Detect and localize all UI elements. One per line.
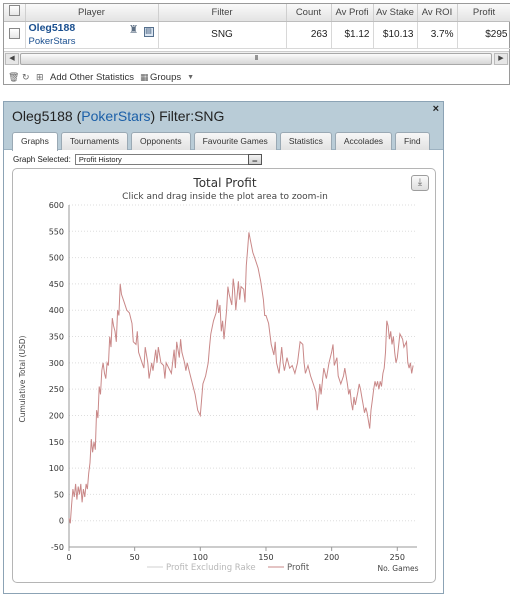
- scroll-thumb[interactable]: III: [20, 53, 492, 65]
- tab-graphs[interactable]: Graphs: [12, 132, 58, 151]
- y-tick-label: 50: [54, 490, 64, 499]
- y-tick-label: 400: [49, 306, 64, 315]
- y-tick-label: 600: [49, 201, 64, 210]
- tab-accolades[interactable]: Accolades: [334, 132, 393, 150]
- player-cell[interactable]: Oleg5188 PokerStars ♜ ▤: [25, 21, 159, 49]
- x-tick-label: 50: [130, 553, 140, 562]
- groups-dropdown-arrow-icon[interactable]: ▼: [187, 73, 195, 81]
- series-lines: [68, 232, 414, 524]
- add-statistics-icon[interactable]: ⊞: [36, 71, 44, 82]
- legend-item-profit[interactable]: Profit: [287, 563, 310, 573]
- download-icon[interactable]: ⤓: [411, 175, 429, 191]
- graph-selector: Graph Selected: Profit History ▁: [13, 154, 262, 165]
- y-tick-label: -50: [51, 543, 64, 552]
- filter-cell: SNG: [158, 21, 287, 49]
- groups-icon: ▦: [139, 71, 149, 82]
- profit-chart[interactable]: Total Profit Click and drag inside the p…: [13, 169, 437, 584]
- x-tick-label: 200: [324, 553, 339, 562]
- groups-button[interactable]: Groups: [149, 71, 182, 83]
- tab-tournaments[interactable]: Tournaments: [60, 132, 129, 150]
- dialog-title-filter: Filter:SNG: [159, 108, 225, 124]
- dialog-title-player: Oleg5188: [12, 108, 73, 124]
- column-header-av-stake[interactable]: Av Stake: [373, 4, 418, 22]
- stats-grid: Player Filter Count Av Profi Av Stake Av…: [3, 3, 510, 85]
- player-stats-dialog: Oleg5188 (PokerStars) Filter:SNG × Graph…: [3, 101, 444, 594]
- y-tick-label: 250: [49, 385, 64, 394]
- column-header-av-profit[interactable]: Av Profi: [331, 4, 374, 22]
- scroll-left-button[interactable]: ◀: [5, 53, 19, 65]
- dialog-tabs: Graphs Tournaments Opponents Favourite G…: [4, 128, 443, 151]
- add-other-statistics-button[interactable]: Add Other Statistics: [50, 71, 134, 83]
- x-tick-label: 250: [390, 553, 405, 562]
- column-header-player[interactable]: Player: [25, 4, 159, 22]
- horizontal-scrollbar[interactable]: ◀ III ▶: [4, 51, 509, 65]
- av-roi-cell: 3.7%: [417, 21, 458, 49]
- dropdown-arrow-icon[interactable]: ▁: [247, 154, 262, 165]
- av-profit-cell: $1.12: [331, 21, 374, 49]
- tab-find[interactable]: Find: [395, 132, 430, 150]
- y-tick-label: 550: [49, 227, 64, 236]
- y-tick-label: 450: [49, 280, 64, 289]
- column-header-av-roi[interactable]: Av ROI: [417, 4, 458, 22]
- chart-panel: ⤓ Total Profit Click and drag inside the…: [12, 168, 436, 583]
- person-icon[interactable]: ♜: [128, 23, 139, 36]
- profit-cell: $295: [457, 21, 510, 49]
- chart-legend: Profit Excluding Rake Profit: [147, 563, 310, 573]
- av-stake-cell: $10.13: [373, 21, 418, 49]
- tab-opponents[interactable]: Opponents: [131, 132, 191, 150]
- table-row[interactable]: Oleg5188 PokerStars ♜ ▤ SNG 263 $1.12 $1…: [4, 21, 510, 49]
- y-tick-label: 300: [49, 359, 64, 368]
- chart-title: Total Profit: [192, 176, 256, 190]
- select-all-checkbox[interactable]: [8, 5, 20, 17]
- select-all-header[interactable]: [4, 4, 26, 22]
- y-tick-label: 0: [59, 517, 64, 526]
- row-icons: ♜ ▤: [127, 23, 154, 37]
- legend-item-profit-excluding-rake[interactable]: Profit Excluding Rake: [166, 563, 256, 573]
- tick-labels: -500501001502002503003504004505005506000…: [49, 201, 405, 562]
- dialog-title-open-paren: (: [76, 108, 82, 124]
- header-row: Player Filter Count Av Profi Av Stake Av…: [4, 4, 510, 22]
- column-header-profit[interactable]: Profit: [457, 4, 510, 22]
- dialog-title-bar[interactable]: Oleg5188 (PokerStars) Filter:SNG ×: [4, 102, 443, 128]
- close-icon[interactable]: ×: [432, 103, 439, 115]
- tab-favourite-games[interactable]: Favourite Games: [193, 132, 277, 150]
- dialog-title-close-paren: ): [150, 108, 156, 124]
- graph-select-dropdown[interactable]: Profit History ▁: [74, 154, 262, 165]
- trash-icon[interactable]: 🗑: [8, 71, 20, 82]
- tab-statistics[interactable]: Statistics: [279, 132, 332, 150]
- scroll-right-button[interactable]: ▶: [494, 53, 508, 65]
- series-line-profit: [68, 232, 414, 524]
- details-icon[interactable]: ▤: [143, 26, 154, 37]
- row-checkbox-cell[interactable]: [4, 21, 26, 49]
- column-header-count[interactable]: Count: [286, 4, 332, 22]
- player-name-link[interactable]: Oleg5188: [28, 22, 76, 34]
- y-tick-label: 100: [49, 464, 64, 473]
- column-header-filter[interactable]: Filter: [158, 4, 287, 22]
- chart-axes: [68, 205, 417, 551]
- y-tick-label: 350: [49, 333, 64, 342]
- count-cell: 263: [286, 21, 332, 49]
- x-tick-label: 0: [66, 553, 71, 562]
- y-tick-label: 200: [49, 411, 64, 420]
- x-tick-label: 100: [193, 553, 208, 562]
- grid-lines: [69, 204, 417, 548]
- chart-subtitle: Click and drag inside the plot area to z…: [122, 192, 328, 202]
- row-checkbox[interactable]: [8, 27, 20, 39]
- x-axis-label: No. Games: [377, 564, 418, 573]
- y-axis-label: Cumulative Total (USD): [18, 335, 27, 422]
- player-site-link[interactable]: PokerStars: [28, 36, 76, 47]
- y-tick-label: 500: [49, 254, 64, 263]
- x-tick-label: 150: [258, 553, 273, 562]
- graph-selected-label: Graph Selected:: [13, 155, 71, 164]
- grid-toolbar: 🗑 ↻ ⊞ Add Other Statistics ▦ Groups ▼: [8, 70, 194, 84]
- stats-table: Player Filter Count Av Profi Av Stake Av…: [4, 4, 510, 49]
- y-tick-label: 150: [49, 438, 64, 447]
- dialog-title-site[interactable]: PokerStars: [81, 108, 151, 124]
- refresh-icon[interactable]: ↻: [22, 71, 30, 82]
- graph-select-value: Profit History: [78, 155, 122, 164]
